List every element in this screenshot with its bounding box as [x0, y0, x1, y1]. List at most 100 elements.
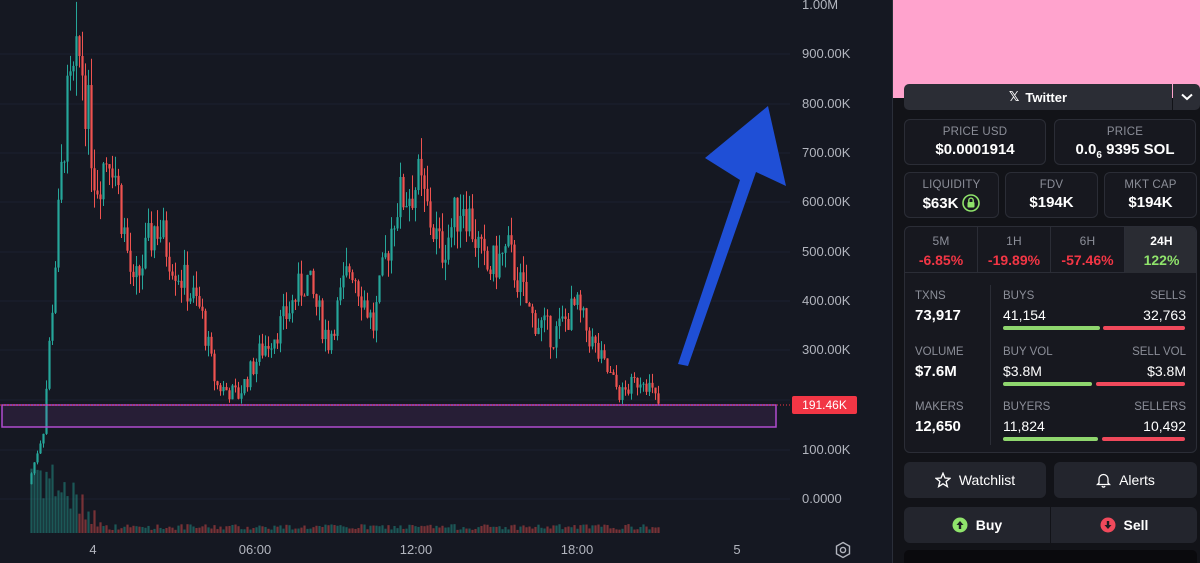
- volume-bar: [525, 527, 528, 533]
- volume-bar: [39, 470, 42, 533]
- candle-body: [606, 358, 609, 372]
- volume-bar: [465, 528, 468, 533]
- candle-body: [201, 306, 204, 311]
- volume-bar: [378, 526, 381, 533]
- candle-body: [585, 308, 588, 331]
- candle-body: [486, 250, 489, 270]
- volume-bar: [144, 527, 147, 533]
- volume-bar: [570, 527, 573, 533]
- volume-bar: [111, 529, 114, 533]
- volume-bar: [555, 525, 558, 533]
- gear-icon[interactable]: [834, 541, 852, 559]
- volume-bar: [654, 527, 657, 533]
- volume-bar: [531, 528, 534, 533]
- candle-body: [264, 345, 267, 356]
- candle-body: [375, 302, 378, 331]
- volume-bar: [117, 529, 120, 533]
- volume-bar: [99, 522, 102, 533]
- volume-bar: [342, 526, 345, 533]
- volume-bar: [33, 471, 36, 533]
- volume-bar: [108, 529, 111, 533]
- candle-body: [69, 71, 72, 76]
- candle-body: [111, 168, 114, 178]
- makers-label: MAKERS: [915, 401, 964, 413]
- buy-button[interactable]: Buy: [904, 507, 1050, 543]
- socials-dropdown-button[interactable]: [1173, 84, 1200, 110]
- candle-body: [570, 298, 573, 330]
- candle-body: [408, 198, 411, 206]
- candle-body: [627, 389, 630, 394]
- fdv-label: FDV: [1039, 179, 1064, 191]
- star-icon: [934, 472, 951, 488]
- alerts-label: Alerts: [1119, 472, 1155, 488]
- volume-bar: [330, 524, 333, 533]
- tab-24h[interactable]: 24H 122%: [1125, 227, 1196, 273]
- y-tick-label: 100.00K: [802, 442, 851, 457]
- candle-body: [207, 336, 210, 346]
- candle-body: [87, 85, 90, 129]
- volume-bar: [165, 528, 168, 533]
- candle-body: [351, 272, 354, 281]
- candle-body: [456, 197, 459, 232]
- candle-body: [393, 228, 396, 230]
- candle-body: [276, 339, 279, 344]
- volume-bar: [159, 527, 162, 533]
- lock-icon: [962, 194, 981, 212]
- candle-body: [336, 300, 339, 336]
- candle-body: [333, 333, 336, 336]
- candle-body: [102, 163, 105, 200]
- candle-body: [417, 158, 420, 191]
- candle-body: [531, 306, 534, 314]
- volume-bar: [438, 527, 441, 533]
- timeframe-tabs: 5M -6.85% 1H -19.89% 6H -57.46% 24H 122%: [905, 227, 1196, 273]
- candle-body: [651, 382, 654, 388]
- volume-bar: [552, 525, 555, 533]
- sells-label: SELLS: [1150, 290, 1186, 302]
- alerts-button[interactable]: Alerts: [1054, 462, 1197, 498]
- volume-bar: [243, 529, 246, 533]
- volume-bar: [408, 524, 411, 533]
- volume-bar: [450, 524, 453, 533]
- volume-bar: [426, 525, 429, 533]
- watchlist-button[interactable]: Watchlist: [904, 462, 1046, 498]
- candle-body: [33, 462, 36, 474]
- sell-vol-label: SELL VOL: [1132, 346, 1186, 358]
- candle-body: [492, 245, 495, 275]
- candle-body: [72, 65, 75, 72]
- volume-bar: [630, 526, 633, 533]
- candle-body: [228, 390, 231, 400]
- candle-body: [426, 188, 429, 202]
- volume-bar: [201, 526, 204, 533]
- candle-body: [165, 220, 168, 257]
- candle-body: [432, 227, 435, 240]
- candle-body: [582, 308, 585, 311]
- tab-1h[interactable]: 1H -19.89%: [978, 227, 1051, 273]
- candle-body: [99, 194, 102, 200]
- candle-body: [339, 287, 342, 301]
- y-tick-label: 900.00K: [802, 46, 851, 61]
- volume-bar: [651, 527, 654, 533]
- volume-bar: [66, 496, 69, 533]
- last-price-tag: 191.46K: [792, 396, 857, 414]
- token-banner: [893, 0, 1200, 98]
- candle-body: [120, 185, 123, 234]
- chart-canvas[interactable]: [0, 0, 892, 563]
- sell-button[interactable]: Sell: [1051, 507, 1197, 543]
- twitter-link-button[interactable]: 𝕏 Twitter: [904, 84, 1172, 110]
- volume-bar: [135, 526, 138, 533]
- volume-bar: [351, 528, 354, 533]
- candle-body: [144, 237, 147, 269]
- volume-bar: [336, 525, 339, 533]
- price-chart[interactable]: 1.00M 900.00K 800.00K 700.00K 600.00K 500.00K…: [0, 0, 892, 563]
- candle-body: [39, 443, 42, 454]
- candle-body: [96, 190, 99, 195]
- volume-bar: [387, 525, 390, 533]
- tab-6h[interactable]: 6H -57.46%: [1051, 227, 1125, 273]
- candle-body: [369, 312, 372, 318]
- volume-bar: [393, 525, 396, 533]
- tab-5m[interactable]: 5M -6.85%: [905, 227, 978, 273]
- candle-body: [231, 385, 234, 400]
- candle-body: [90, 85, 93, 169]
- candle-body: [597, 342, 600, 359]
- volume-bar: [618, 529, 621, 533]
